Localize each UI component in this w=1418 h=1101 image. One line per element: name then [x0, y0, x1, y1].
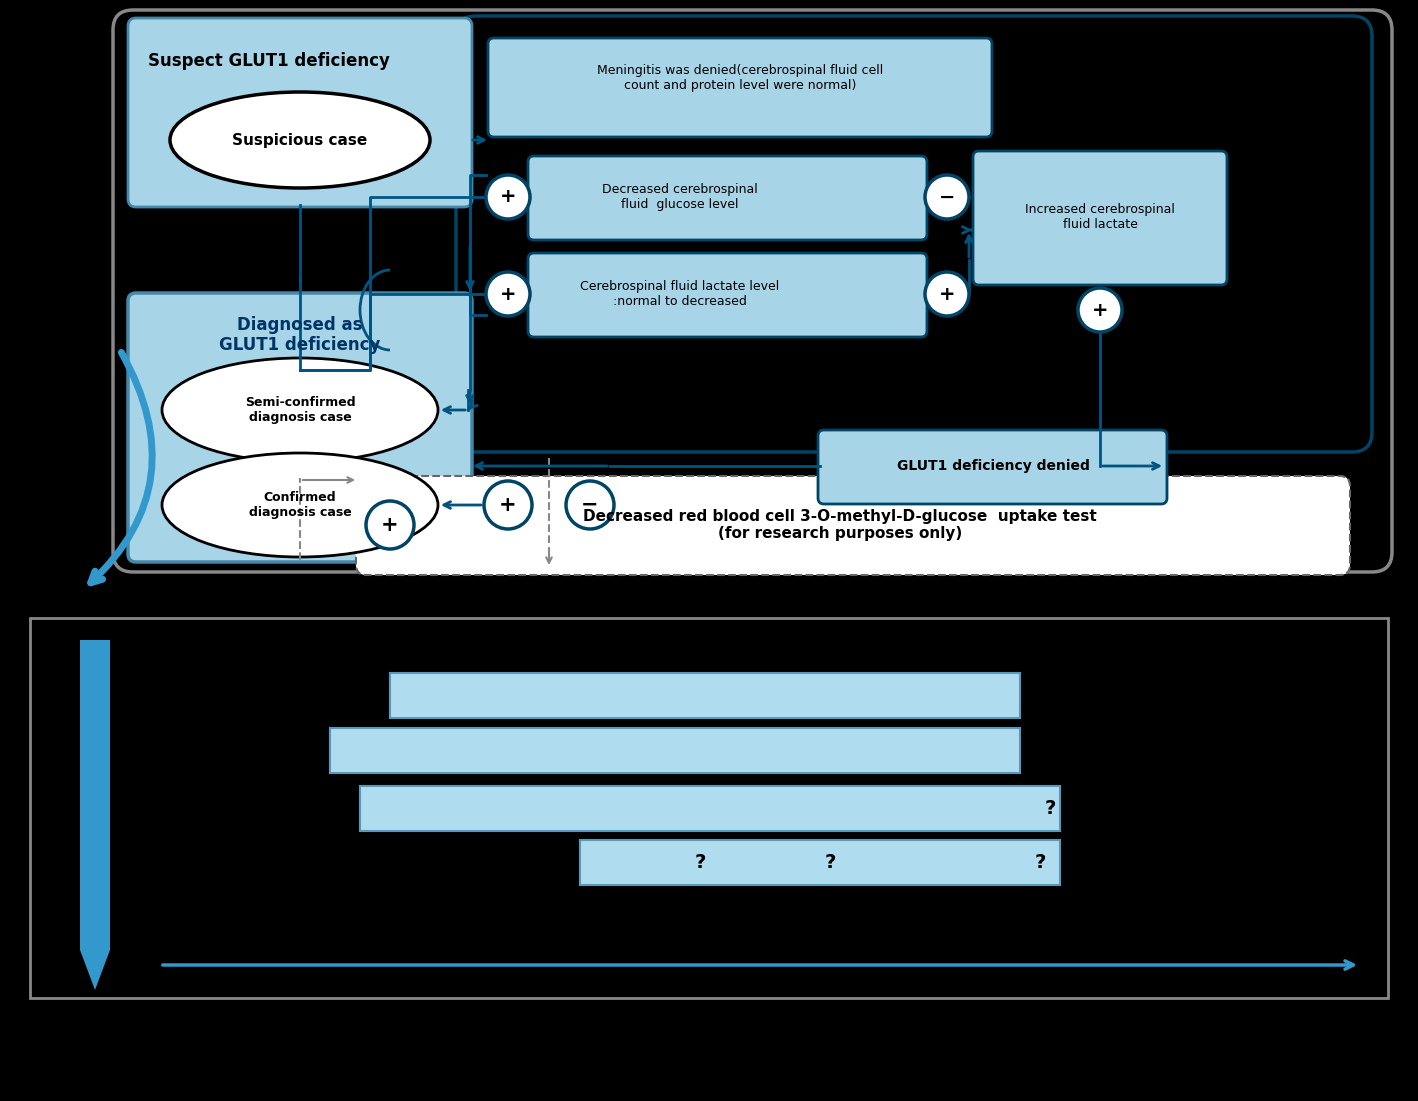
Text: Suspicious case: Suspicious case	[233, 132, 367, 148]
FancyBboxPatch shape	[818, 430, 1167, 504]
Text: ?: ?	[1044, 798, 1055, 818]
Circle shape	[486, 272, 530, 316]
Circle shape	[486, 175, 530, 219]
Circle shape	[925, 175, 968, 219]
Ellipse shape	[162, 453, 438, 557]
FancyBboxPatch shape	[973, 151, 1227, 285]
FancyBboxPatch shape	[527, 253, 927, 337]
Text: +: +	[1092, 301, 1109, 319]
Text: GLUT1 deficiency denied: GLUT1 deficiency denied	[896, 459, 1089, 473]
Text: Decreased cerebrospinal
fluid  glucose level: Decreased cerebrospinal fluid glucose le…	[603, 183, 757, 211]
Circle shape	[1078, 288, 1122, 333]
Text: +: +	[499, 284, 516, 304]
Bar	[390, 673, 1020, 718]
Text: ?: ?	[695, 852, 706, 872]
Text: Meningitis was denied(cerebrospinal fluid cell
count and protein level were norm: Meningitis was denied(cerebrospinal flui…	[597, 64, 883, 92]
Circle shape	[925, 272, 968, 316]
Text: Semi-confirmed
diagnosis case: Semi-confirmed diagnosis case	[245, 396, 356, 424]
FancyBboxPatch shape	[128, 18, 472, 207]
Circle shape	[366, 501, 414, 549]
FancyBboxPatch shape	[527, 156, 927, 240]
Ellipse shape	[162, 358, 438, 462]
Text: Cerebrospinal fluid lactate level
:normal to decreased: Cerebrospinal fluid lactate level :norma…	[580, 280, 780, 308]
FancyBboxPatch shape	[356, 476, 1350, 575]
FancyBboxPatch shape	[128, 293, 472, 562]
Text: +: +	[939, 284, 956, 304]
Circle shape	[566, 481, 614, 528]
Ellipse shape	[170, 92, 430, 188]
Text: ?: ?	[1034, 852, 1045, 872]
Bar	[30, 618, 1388, 998]
Text: +: +	[381, 515, 398, 535]
Circle shape	[484, 481, 532, 528]
Polygon shape	[79, 640, 111, 990]
Text: ?: ?	[824, 852, 835, 872]
Bar	[360, 786, 1061, 831]
Text: Confirmed
diagnosis case: Confirmed diagnosis case	[248, 491, 352, 519]
Text: Diagnosed as
GLUT1 deficiency: Diagnosed as GLUT1 deficiency	[220, 316, 380, 355]
Text: Decreased red blood cell 3-Ο-methyl-D-glucose  uptake test
(for research purpose: Decreased red blood cell 3-Ο-methyl-D-gl…	[583, 509, 1098, 542]
Bar	[330, 728, 1020, 773]
Text: Suspect GLUT1 deficiency: Suspect GLUT1 deficiency	[147, 52, 390, 70]
Text: +: +	[499, 495, 516, 515]
FancyArrowPatch shape	[91, 352, 152, 582]
Bar	[580, 840, 1061, 885]
Text: +: +	[499, 187, 516, 207]
Text: Increased cerebrospinal
fluid lactate: Increased cerebrospinal fluid lactate	[1025, 203, 1176, 231]
Text: −: −	[581, 495, 598, 515]
FancyBboxPatch shape	[488, 39, 993, 137]
Text: −: −	[939, 187, 956, 207]
